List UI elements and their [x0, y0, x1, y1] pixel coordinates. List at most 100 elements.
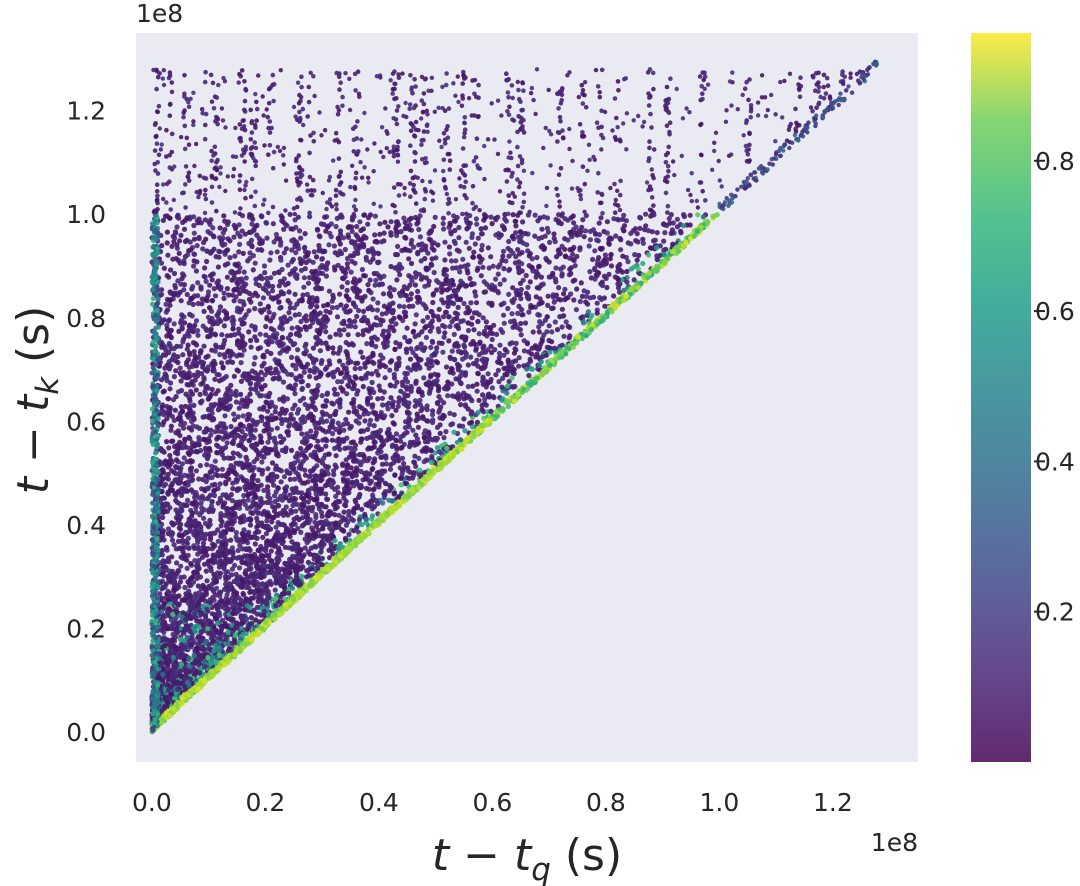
scatter-point — [201, 561, 208, 567]
scatter-point — [217, 481, 223, 487]
scatter-point — [215, 264, 221, 270]
scatter-point — [218, 635, 224, 642]
scatter-point — [281, 276, 287, 282]
scatter-point — [337, 291, 343, 297]
scatter-point — [237, 400, 244, 406]
scatter-point — [519, 312, 525, 318]
scatter-point — [278, 410, 284, 416]
scatter-point — [358, 468, 364, 475]
scatter-point — [233, 399, 239, 405]
scatter-point — [161, 483, 167, 489]
scatter-point — [391, 287, 397, 293]
scatter-point — [191, 230, 197, 236]
scatter-point — [442, 266, 448, 272]
scatter-point — [195, 280, 201, 286]
scatter-point — [494, 331, 500, 337]
scatter-point — [396, 494, 402, 500]
scatter-point — [189, 313, 195, 319]
scatter-point — [374, 271, 380, 277]
scatter-point — [661, 247, 667, 253]
scatter-point — [319, 285, 325, 292]
scatter-point — [178, 387, 185, 394]
scatter-point — [479, 242, 485, 249]
scatter-point — [235, 547, 241, 554]
scatter-point — [499, 257, 505, 264]
scatter-point — [275, 485, 281, 491]
scatter-point — [388, 230, 394, 236]
scatter-point — [184, 237, 190, 243]
scatter-point — [201, 343, 207, 349]
scatter-point — [286, 346, 292, 352]
scatter-point — [471, 327, 477, 333]
scatter-point — [427, 229, 434, 236]
scatter-point — [331, 386, 337, 392]
scatter-point — [364, 470, 370, 476]
scatter-point — [281, 474, 288, 480]
scatter-point — [510, 212, 516, 218]
scatter-point — [182, 584, 188, 591]
scatter-point — [216, 564, 222, 570]
scatter-point — [260, 582, 266, 588]
scatter-point — [282, 544, 288, 550]
scatter-point — [197, 463, 203, 469]
scatter-point — [501, 300, 507, 306]
scatter-point — [201, 584, 207, 590]
scatter-point — [323, 228, 329, 234]
scatter-point — [435, 388, 441, 394]
scatter-point — [171, 321, 177, 327]
scatter-point — [506, 253, 512, 259]
scatter-point — [372, 239, 378, 245]
scatter-point — [214, 436, 220, 442]
scatter-point — [189, 634, 195, 640]
scatter-point — [272, 375, 278, 381]
scatter-point — [570, 251, 576, 257]
scatter-point — [633, 238, 639, 244]
scatter-point — [164, 273, 170, 279]
scatter-point — [247, 437, 253, 443]
scatter-point — [518, 286, 524, 293]
scatter-point — [236, 326, 242, 332]
scatter-point — [485, 245, 491, 251]
scatter-point — [280, 507, 286, 514]
scatter-point — [168, 438, 175, 444]
scatter-point — [199, 554, 206, 560]
scatter-point — [481, 400, 488, 406]
scatter-point — [301, 275, 307, 281]
scatter-point — [504, 383, 510, 389]
scatter-point — [562, 286, 568, 292]
scatter-point — [511, 318, 517, 324]
scatter-point — [370, 460, 376, 466]
scatter-point — [254, 604, 260, 611]
scatter-point — [372, 282, 378, 288]
scatter-point — [289, 238, 295, 244]
scatter-point — [357, 404, 363, 410]
scatter-point — [473, 293, 479, 299]
scatter-point — [276, 376, 283, 382]
scatter-point — [370, 296, 376, 302]
scatter-point — [408, 296, 414, 302]
scatter-point — [360, 332, 366, 338]
scatter-point — [594, 310, 600, 316]
scatter-point — [632, 252, 638, 258]
scatter-point — [389, 325, 396, 331]
scatter-point — [163, 581, 169, 587]
scatter-point — [171, 374, 177, 380]
scatter-point — [212, 348, 218, 354]
scatter-point — [640, 260, 646, 267]
scatter-point — [203, 236, 209, 242]
scatter-point — [446, 338, 452, 344]
scatter-point — [279, 334, 285, 341]
scatter-point — [602, 303, 608, 309]
scatter-point — [263, 332, 269, 338]
scatter-point — [330, 431, 336, 437]
scatter-point — [500, 375, 506, 381]
scatter-point — [236, 249, 242, 255]
scatter-point — [220, 344, 226, 350]
scatter-point — [543, 255, 549, 262]
scatter-point — [252, 327, 258, 333]
scatter-point — [505, 305, 511, 312]
scatter-point — [332, 267, 338, 273]
scatter-point — [435, 279, 442, 286]
scatter-point — [597, 245, 603, 252]
scatter-point — [680, 223, 687, 229]
